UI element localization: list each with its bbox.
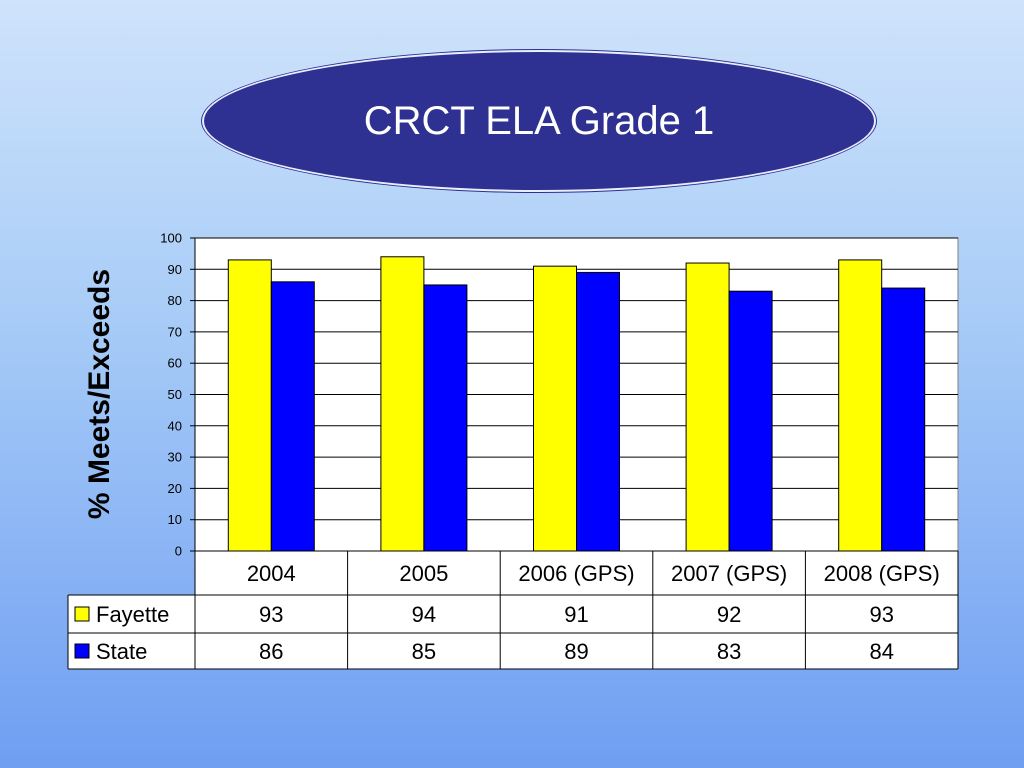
table-value-state-0: 86 xyxy=(259,639,283,664)
category-label-1: 2005 xyxy=(399,561,448,586)
table-value-fayette-2: 91 xyxy=(564,602,588,627)
y-tick-label-0: 0 xyxy=(175,544,182,559)
y-tick-label-4: 40 xyxy=(168,418,182,433)
bar-fayette-3 xyxy=(685,262,730,552)
y-tick-label-9: 90 xyxy=(168,262,182,277)
y-tick-label-7: 70 xyxy=(168,324,182,339)
y-tick-label-5: 50 xyxy=(168,387,182,402)
bar-fayette-2 xyxy=(533,265,577,552)
y-tick-label-6: 60 xyxy=(168,356,182,371)
category-label-3: 2007 (GPS) xyxy=(671,561,787,586)
legend-key-state xyxy=(74,643,90,659)
table-body-bg xyxy=(68,595,958,669)
table-value-state-2: 89 xyxy=(564,639,588,664)
table-value-fayette-3: 92 xyxy=(717,602,741,627)
bar-fayette-4 xyxy=(838,259,883,552)
bar-state-0 xyxy=(270,281,315,552)
legend-key-fayette xyxy=(74,606,90,622)
table-value-state-4: 84 xyxy=(869,639,893,664)
category-label-0: 2004 xyxy=(247,561,296,586)
y-tick-label-10: 100 xyxy=(160,231,182,246)
category-label-2: 2006 (GPS) xyxy=(518,561,634,586)
y-tick-label-2: 20 xyxy=(168,481,182,496)
table-value-fayette-1: 94 xyxy=(412,602,436,627)
bar-state-4 xyxy=(881,287,926,552)
table-value-state-3: 83 xyxy=(717,639,741,664)
slide-title: CRCT ELA Grade 1 xyxy=(363,98,715,143)
bar-fayette-1 xyxy=(380,256,425,552)
bar-fayette-0 xyxy=(227,259,272,552)
title-oval: CRCT ELA Grade 1 xyxy=(202,50,876,192)
bar-state-2 xyxy=(576,271,620,552)
legend-label-state: State xyxy=(96,639,147,664)
category-label-4: 2008 (GPS) xyxy=(824,561,940,586)
bar-state-3 xyxy=(728,290,773,552)
table-value-fayette-4: 93 xyxy=(869,602,893,627)
table-value-state-1: 85 xyxy=(412,639,436,664)
legend-label-fayette: Fayette xyxy=(96,602,169,627)
y-tick-label-3: 30 xyxy=(168,450,182,465)
table-header-bg xyxy=(195,551,958,595)
table-value-fayette-0: 93 xyxy=(259,602,283,627)
bar-state-1 xyxy=(423,284,468,552)
y-tick-label-1: 10 xyxy=(168,512,182,527)
y-tick-label-8: 80 xyxy=(168,293,182,308)
